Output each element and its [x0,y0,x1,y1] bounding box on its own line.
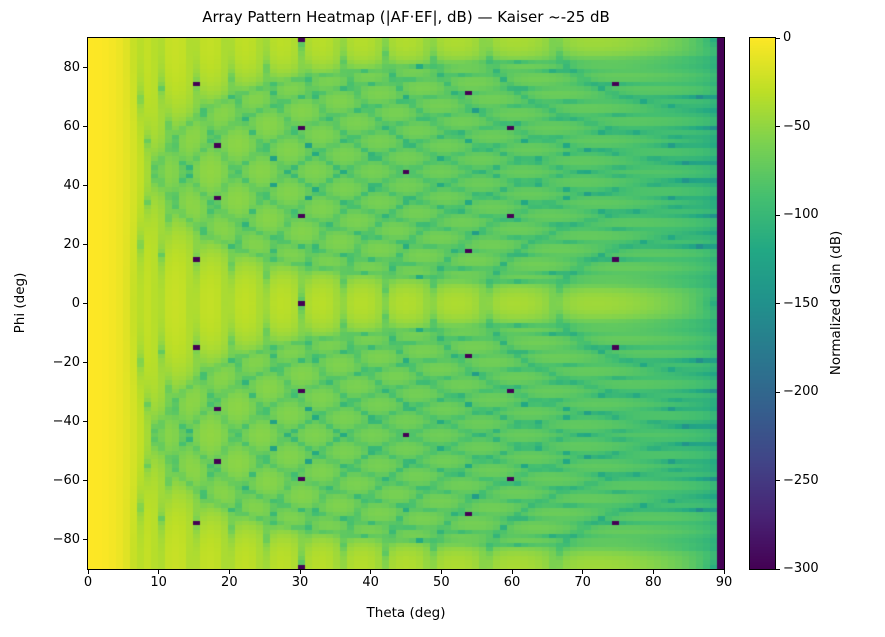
y-tick-mark [83,421,87,422]
y-tick-label: 80 [63,59,80,75]
colorbar-tick-label: −200 [783,384,819,399]
x-tick-label: 70 [574,575,591,590]
colorbar-tick-mark [776,126,780,127]
colorbar-tick-label: −100 [783,207,819,222]
y-tick-label: 20 [63,236,80,252]
y-tick-mark [83,67,87,68]
colorbar-tick-label: −250 [783,472,819,488]
x-tick-label: 50 [433,575,450,590]
colorbar-gradient [750,38,775,569]
y-tick-label: −40 [52,413,80,429]
chart-title: Array Pattern Heatmap (|AF·EF|, dB) — Ka… [202,8,610,26]
y-tick-mark [83,244,87,245]
y-tick-label: 0 [71,295,80,311]
y-tick-label: 60 [63,118,80,134]
x-tick-mark [723,570,725,574]
x-tick-label: 10 [150,575,167,590]
x-tick-mark [652,570,654,574]
x-tick-label: 80 [645,575,662,590]
x-tick-label: 0 [83,575,93,590]
y-tick-label: −20 [52,354,80,370]
y-tick-mark [83,126,87,127]
y-tick-label: −60 [52,472,80,488]
colorbar-tick-mark [776,303,780,304]
y-tick-label: −80 [52,531,80,547]
colorbar-tick-label: −150 [783,295,819,311]
x-tick-label: 60 [503,575,521,590]
y-tick-mark [83,480,87,481]
heatmap-canvas [88,38,724,569]
colorbar-tick-mark [776,37,780,39]
colorbar-tick-mark [776,480,780,481]
y-tick-mark [83,362,87,363]
x-tick-mark [87,570,89,574]
x-tick-mark [511,570,513,574]
x-tick-label: 90 [715,575,733,590]
x-tick-mark [228,570,230,574]
x-tick-mark [158,570,160,574]
colorbar-tick-mark [776,391,780,393]
colorbar-tick-mark [776,568,780,570]
y-tick-mark [83,539,87,540]
x-axis-label: Theta (deg) [366,605,446,621]
x-tick-mark [370,570,372,574]
x-tick-label: 40 [362,575,379,590]
colorbar-tick-label: −50 [783,118,811,134]
y-tick-label: 40 [63,177,80,193]
x-tick-mark [582,570,584,574]
y-tick-mark [83,185,87,186]
heatmap-plot-frame [87,37,725,570]
colorbar-tick-label: −300 [783,561,819,576]
x-tick-label: 20 [221,575,238,590]
colorbar-tick-label: 0 [783,30,792,45]
x-tick-label: 30 [291,575,309,590]
x-tick-mark [440,570,442,574]
colorbar-tick-mark [776,214,780,216]
colorbar-frame [749,37,776,570]
y-axis-label: Phi (deg) [12,272,28,334]
x-tick-mark [299,570,301,574]
y-tick-mark [83,303,87,304]
